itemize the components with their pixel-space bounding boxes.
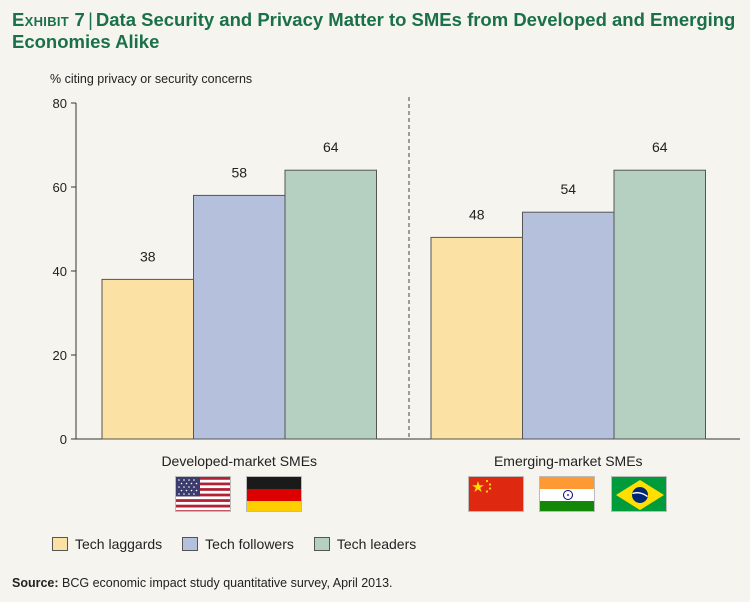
y-tick-label: 0 — [60, 432, 67, 447]
data-label: 38 — [140, 248, 156, 264]
category-label: Emerging-market SMEs — [494, 453, 643, 469]
germany-flag — [246, 476, 302, 512]
bar-tech-followers — [522, 211, 615, 440]
data-label: 58 — [231, 164, 247, 180]
bar-tech-leaders — [613, 169, 706, 440]
china-flag — [468, 476, 524, 512]
legend-label-followers: Tech followers — [205, 536, 294, 552]
source-text: BCG economic impact study quantitative s… — [62, 576, 393, 590]
y-axis-label: % citing privacy or security concerns — [50, 72, 253, 86]
title-separator: | — [88, 9, 93, 30]
exhibit-label: Exhibit 7 — [12, 9, 86, 30]
legend-item-leaders: Tech leaders — [313, 536, 417, 552]
india-flag — [539, 476, 595, 512]
legend-swatch-followers — [182, 537, 199, 551]
category-label: Developed-market SMEs — [161, 453, 317, 469]
bar-tech-laggards — [430, 236, 523, 440]
legend: Tech laggards Tech followers Tech leader… — [52, 536, 416, 552]
y-tick-label: 20 — [53, 348, 67, 363]
data-label: 48 — [469, 206, 485, 222]
title-text: Data Security and Privacy Matter to SMEs… — [12, 9, 736, 52]
legend-label-leaders: Tech leaders — [336, 536, 417, 552]
data-label: 64 — [652, 139, 668, 155]
bar-tech-leaders — [284, 169, 377, 440]
bar-tech-laggards — [101, 278, 194, 440]
source-label: Source: — [12, 576, 59, 590]
brazil-flag — [611, 476, 667, 512]
y-tick-label: 40 — [53, 264, 67, 279]
us-flag — [175, 476, 231, 512]
chart-title: Exhibit 7 | Data Security and Privacy Matt… — [12, 9, 742, 53]
legend-swatch-laggards — [52, 537, 68, 551]
legend-swatch-leaders — [313, 537, 330, 551]
bar-tech-followers — [193, 194, 286, 440]
y-tick-label: 80 — [53, 96, 67, 111]
y-tick-label: 60 — [53, 180, 67, 195]
data-label: 64 — [323, 139, 339, 155]
legend-label-laggards: Tech laggards — [75, 536, 163, 552]
source-note: Source: BCG economic impact study quanti… — [12, 576, 393, 590]
data-label: 54 — [560, 181, 576, 197]
legend-item-followers: Tech followers — [182, 536, 294, 552]
legend-item-laggards: Tech laggards — [52, 536, 162, 552]
